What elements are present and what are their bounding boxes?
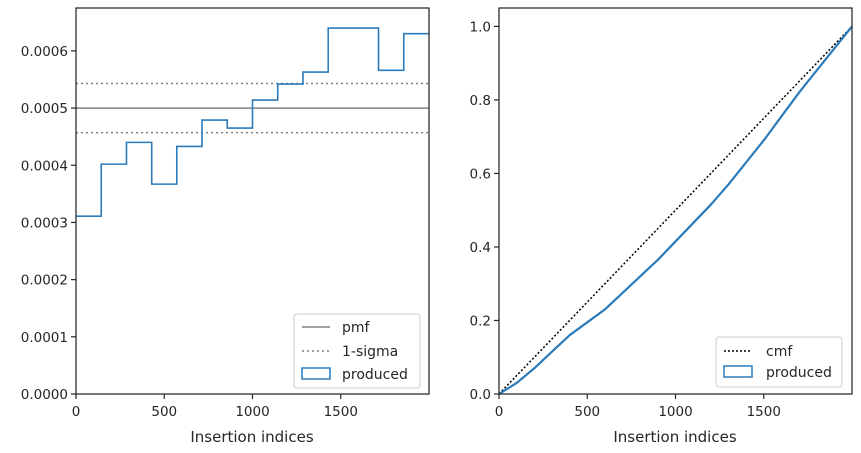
legend-produced-swatch xyxy=(723,365,753,378)
y-tick-label: 0.2 xyxy=(470,313,491,329)
legend-box xyxy=(293,313,421,389)
y-tick-label: 0.0003 xyxy=(21,215,68,231)
legend-sigma-label: 1-sigma xyxy=(342,344,398,360)
legend-box xyxy=(715,336,843,388)
legend-pmf-label: pmf xyxy=(342,320,371,336)
y-tick-label: 0.0 xyxy=(470,387,491,403)
legend-produced-swatch xyxy=(301,367,331,380)
produced-step-line xyxy=(76,27,429,217)
legend: cmf produced xyxy=(715,336,843,388)
legend-produced-label: produced xyxy=(766,365,832,381)
plot-area xyxy=(499,8,852,394)
y-tick-label: 0.0001 xyxy=(21,330,68,346)
y-tick-label: 1.0 xyxy=(470,19,491,35)
legend-produced-label: produced xyxy=(342,367,408,383)
y-tick-label: 0.8 xyxy=(470,93,491,109)
y-tick-label: 0.0006 xyxy=(21,44,68,60)
x-tick-label: 1500 xyxy=(747,404,781,420)
legend-cmf-label: cmf xyxy=(766,344,793,360)
x-tick-label: 0 xyxy=(495,404,504,420)
x-tick-label: 1000 xyxy=(235,404,269,420)
y-tick-label: 0.4 xyxy=(470,240,491,256)
produced-cumulative-line xyxy=(498,25,853,395)
x-tick-label: 500 xyxy=(151,404,177,420)
y-tick-label: 0.0005 xyxy=(21,101,68,117)
histogram-panel: 0 500 1000 1500 0.0000 0.0001 0.0002 0.0003 0.0… xyxy=(21,7,430,446)
x-tick-label: 0 xyxy=(72,404,81,420)
cumulative-panel: 0 500 1000 1500 0.0 0.2 0.4 0.6 0.8 1.0 Insertio… xyxy=(470,7,853,446)
y-tick-label: 0.0000 xyxy=(21,387,68,403)
x-tick-label: 1000 xyxy=(658,404,692,420)
x-tick-label: 1500 xyxy=(324,404,358,420)
x-axis-label: Insertion indices xyxy=(190,428,313,446)
cmf-line xyxy=(498,25,853,395)
x-axis-label: Insertion indices xyxy=(613,428,736,446)
y-tick-label: 0.0002 xyxy=(21,273,68,289)
legend: pmf 1-sigma produced xyxy=(293,313,421,389)
x-tick-label: 500 xyxy=(574,404,600,420)
y-tick-label: 0.6 xyxy=(470,166,491,182)
y-tick-label: 0.0004 xyxy=(21,158,68,174)
